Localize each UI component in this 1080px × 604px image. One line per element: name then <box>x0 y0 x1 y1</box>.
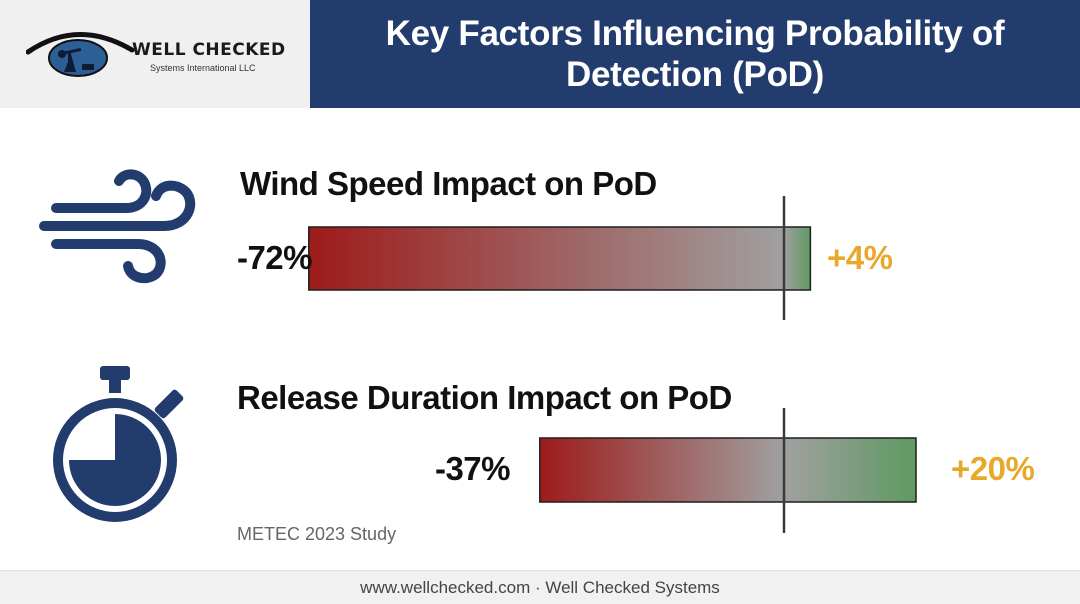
wind-speed-max-label: +4% <box>827 239 893 276</box>
page-title: Key Factors Influencing Probability of D… <box>385 14 1005 94</box>
release-duration-max-label: +20% <box>951 450 1035 487</box>
title-banner: Key Factors Influencing Probability of D… <box>310 0 1080 108</box>
release-duration-min-label: -37% <box>434 450 511 487</box>
logo-tagline: Systems International LLC <box>150 63 256 73</box>
source-note: METEC 2023 Study <box>237 524 397 544</box>
logo-name: WELL CHECKED <box>132 40 286 60</box>
footer-text: www.wellchecked.com · Well Checked Syste… <box>360 577 720 597</box>
wind-speed-range-bar <box>308 226 812 291</box>
release-duration-range-bar <box>539 437 917 503</box>
wind-speed-min-label: -72% <box>236 239 313 276</box>
release-duration-chart-title: Release Duration Impact on PoD <box>237 379 732 416</box>
logo-icon <box>26 32 135 77</box>
wind-speed-chart-title: Wind Speed Impact on PoD <box>240 165 657 202</box>
wind-icon <box>39 169 196 284</box>
stopwatch-icon <box>53 366 184 522</box>
footer: www.wellchecked.com · Well Checked Syste… <box>0 570 1080 604</box>
logo-panel: WELL CHECKED Systems International LLC <box>0 0 310 108</box>
